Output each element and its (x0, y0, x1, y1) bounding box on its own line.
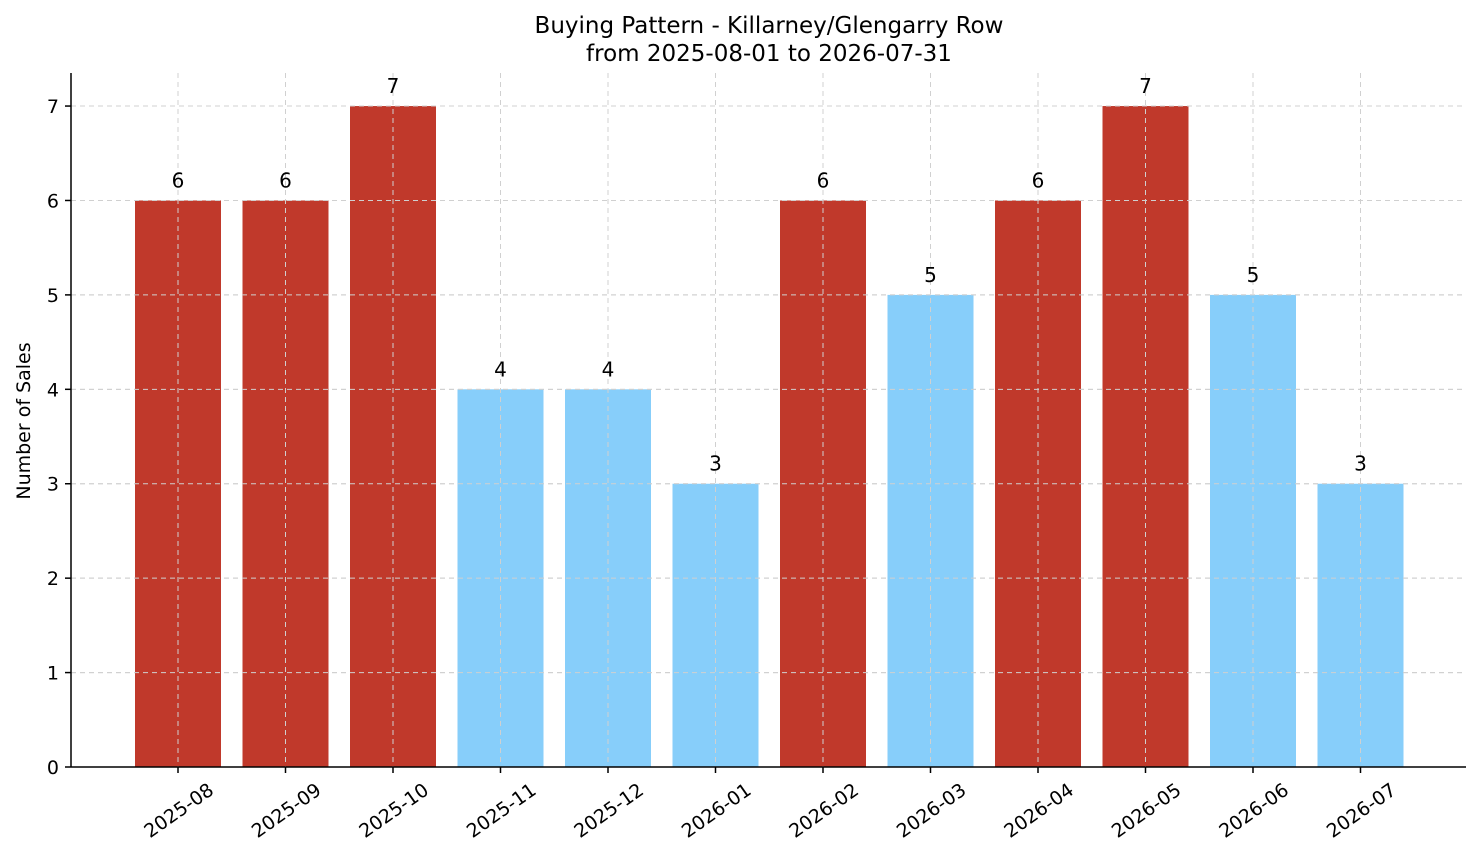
data-label-2025-11: 4 (494, 357, 507, 381)
x-tick-label-2025-11: 2025-11 (463, 779, 541, 843)
data-label-2026-05: 7 (1139, 74, 1152, 98)
x-tick-label-2026-04: 2026-04 (1000, 779, 1078, 843)
data-label-2025-08: 6 (172, 168, 185, 192)
data-label-2026-02: 6 (817, 168, 830, 192)
bars-layer (135, 106, 1404, 768)
data-label-2026-03: 5 (924, 263, 937, 287)
chart-title: Buying Pattern - Killarney/Glengarry Row (535, 13, 1004, 39)
data-label-2026-07: 3 (1354, 452, 1367, 476)
y-axis-label: Number of Sales (13, 342, 35, 499)
y-tick-label: 3 (47, 474, 59, 496)
axes-layer (70, 73, 1466, 768)
y-tick-label: 6 (47, 190, 59, 212)
data-label-2025-09: 6 (279, 168, 292, 192)
x-tick-label-2025-09: 2025-09 (248, 779, 326, 843)
data-label-2026-04: 6 (1032, 168, 1045, 192)
x-tick-label-2026-03: 2026-03 (893, 779, 971, 843)
x-tick-label-2026-02: 2026-02 (785, 779, 863, 843)
y-tick-label: 0 (47, 757, 59, 779)
x-tick-label-2026-01: 2026-01 (678, 779, 756, 843)
x-tick-label-2025-12: 2025-12 (570, 779, 648, 843)
vertical-grid-layer (71, 73, 1466, 767)
y-tick-label: 1 (47, 663, 59, 685)
x-tick-label-2025-10: 2025-10 (355, 779, 433, 843)
y-tick-label: 5 (47, 285, 59, 307)
x-tick-label-2026-05: 2026-05 (1108, 779, 1186, 843)
x-tick-label-2026-06: 2026-06 (1215, 779, 1293, 843)
data-label-2025-10: 7 (387, 74, 400, 98)
chart-subtitle: from 2025-08-01 to 2026-07-31 (586, 41, 952, 67)
data-labels-layer: 6 6 7 4 4 3 6 5 6 7 5 3 (172, 74, 1367, 476)
data-label-2026-01: 3 (709, 452, 722, 476)
x-tick-label-2026-07: 2026-07 (1323, 779, 1401, 843)
y-tick-label: 4 (47, 379, 59, 401)
x-tick-label-2025-08: 2025-08 (140, 779, 218, 843)
data-label-2025-12: 4 (602, 357, 615, 381)
y-tick-label: 2 (47, 568, 59, 590)
y-tick-label: 7 (47, 96, 59, 118)
data-label-2026-06: 5 (1247, 263, 1260, 287)
